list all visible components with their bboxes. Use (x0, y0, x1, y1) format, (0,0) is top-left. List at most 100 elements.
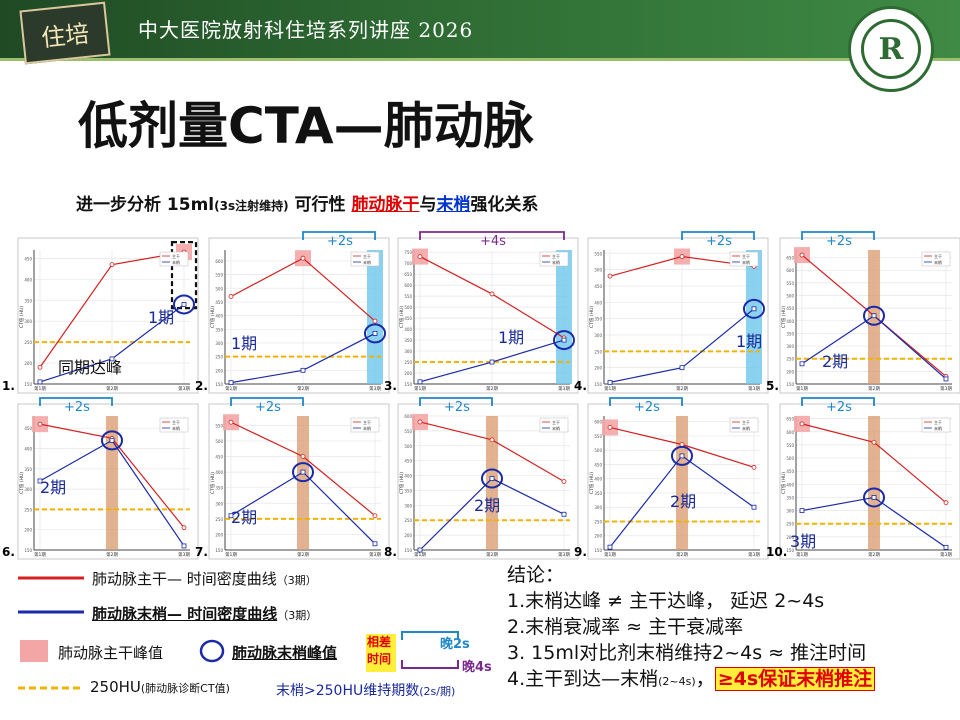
conclusion-item-4: 4.主干到达—末梢(2~4s)， ≥4s保证末梢推注 (507, 666, 876, 695)
x-tick-label: 第1期 (225, 385, 237, 392)
trunk-point (417, 254, 423, 259)
y-tick-label: 350 (24, 298, 32, 303)
tip-peak-circle (743, 298, 765, 319)
y-tick-label: 750 (404, 250, 412, 255)
delay-label: +2s (327, 234, 353, 249)
chart-svg: 150 200 250 300 350 400 450 500 550 600 第1期 第2期 第3期 C… (587, 397, 769, 560)
tip-point (37, 379, 43, 385)
trunk-point (228, 419, 234, 425)
trunk-point (751, 464, 757, 470)
chart-panel-9: 150 200 250 300 350 400 450 500 550 600 第1期 第2期 第3期 C… (574, 397, 769, 560)
y-tick-label: 450 (215, 455, 223, 460)
y-tick-label: 350 (786, 331, 794, 336)
legend-tip-peak-circle (199, 639, 225, 663)
legend-trunk-small: （3期） (276, 574, 317, 587)
y-axis-label: CT值 (HU) (780, 306, 787, 328)
y-tick-label: 450 (786, 306, 794, 311)
legend-tip-text: 肺动脉末梢— 时间密度曲线 (92, 605, 278, 623)
conclusion-item-1: 1.末梢达峰 ≠ 主干达峰， 延迟 2~4s (507, 590, 825, 612)
tip-point (489, 359, 495, 365)
x-tick-label: 第3期 (178, 551, 190, 558)
trunk-point (799, 421, 805, 427)
conclusion-highlight: ≥4s保证末梢推注 (714, 667, 876, 691)
legend-trunk: 肺动脉主干— 时间密度曲线（3期） (92, 568, 317, 589)
mini-legend-tip-label: 末梢 (552, 259, 560, 265)
y-tick-label: 500 (786, 456, 794, 461)
legend-late4: 晚4s (462, 660, 492, 675)
y-tick-label: 300 (786, 344, 794, 349)
y-tick-label: 400 (404, 474, 412, 479)
emblem-letter: R (861, 19, 921, 79)
y-tick-label: 500 (594, 268, 602, 273)
y-tick-label: 350 (215, 486, 223, 491)
y-tick-label: 250 (24, 507, 32, 512)
tip-peak-band (676, 416, 688, 550)
y-tick-label: 500 (594, 448, 602, 453)
trunk-point (228, 294, 234, 299)
y-tick-label: 500 (215, 439, 223, 444)
legend-threshold-small: (肺动脉诊断CT值) (140, 682, 230, 695)
y-tick-label: 300 (594, 505, 602, 510)
panel-number: 3. (384, 379, 397, 393)
y-tick-label: 550 (786, 281, 794, 286)
y-axis-label: CT值 (HU) (588, 472, 595, 494)
tip-peak-band (868, 416, 880, 550)
legend-trunk-text: 肺动脉主干— 时间密度曲线 (92, 570, 277, 588)
y-tick-label: 250 (594, 519, 602, 524)
tip-peak-circle (481, 468, 503, 489)
delay-label: +2s (826, 234, 852, 249)
y-tick-label: 600 (786, 430, 794, 435)
tip-point (109, 437, 115, 443)
y-tick-label: 600 (215, 259, 223, 264)
tip-peak-circle (863, 487, 885, 508)
subtitle-blue: 末梢 (436, 195, 471, 215)
panel-number: 10. (766, 545, 788, 559)
y-axis-label: CT值 (HU) (209, 306, 216, 328)
trunk-point (37, 364, 43, 370)
legend-graphics (18, 576, 459, 690)
y-tick-label: 150 (215, 382, 223, 387)
y-tick-label: 450 (404, 316, 412, 321)
y-tick-label: 300 (24, 319, 32, 324)
delay-bracket (39, 397, 113, 406)
tip-peak-circle (863, 305, 885, 326)
y-tick-label: 300 (404, 349, 412, 354)
tip-point (607, 379, 613, 385)
phase-label: 2期 (40, 478, 67, 497)
y-tick-label: 650 (786, 417, 794, 422)
y-tick-label: 350 (594, 491, 602, 496)
x-tick-label: 第3期 (748, 551, 760, 558)
phase-label: 1期 (498, 328, 525, 347)
trunk-point (372, 318, 378, 324)
header-divider (0, 58, 960, 61)
tip-point (751, 504, 757, 510)
y-tick-label: 500 (404, 305, 412, 310)
x-tick-label: 第3期 (369, 385, 381, 392)
y-tick-label: 200 (24, 361, 32, 366)
delay-bracket (419, 397, 493, 406)
x-tick-label: 第3期 (558, 551, 570, 558)
trunk-point (489, 437, 495, 443)
tip-peak-band (556, 250, 572, 384)
mini-legend-box (921, 251, 951, 267)
y-tick-label: 350 (786, 495, 794, 500)
subtitle-part1: 进一步分析 15ml (76, 195, 215, 215)
y-tick-label: 200 (24, 528, 32, 533)
x-tick-label: 第3期 (748, 385, 760, 392)
mini-legend-trunk-label: 主干 (172, 419, 180, 425)
tip-peak-circle (364, 323, 386, 344)
x-tick-label: 第1期 (225, 551, 237, 558)
mini-legend-tip-label: 末梢 (742, 425, 750, 431)
y-tick-label: 550 (404, 294, 412, 299)
mini-legend-box (159, 417, 189, 433)
x-tick-label: 第3期 (369, 551, 381, 558)
y-tick-label: 600 (404, 414, 412, 419)
chart-svg: 150 200 250 300 350 400 450 500 550 第1期 第2期 第3期 CT值 … (208, 397, 390, 560)
legend-tip-peak: 肺动脉末梢峰值 (232, 644, 338, 662)
chart-svg: 150 200 250 300 350 400 450 第1期 第2期 第3期 CT值 (HU) 主干… (17, 237, 199, 394)
delay-label: +2s (444, 400, 470, 415)
tip-point (417, 379, 423, 385)
x-tick-label: 第1期 (796, 385, 808, 392)
y-tick-label: 200 (215, 368, 223, 373)
phase-label: 1期 (736, 332, 763, 351)
